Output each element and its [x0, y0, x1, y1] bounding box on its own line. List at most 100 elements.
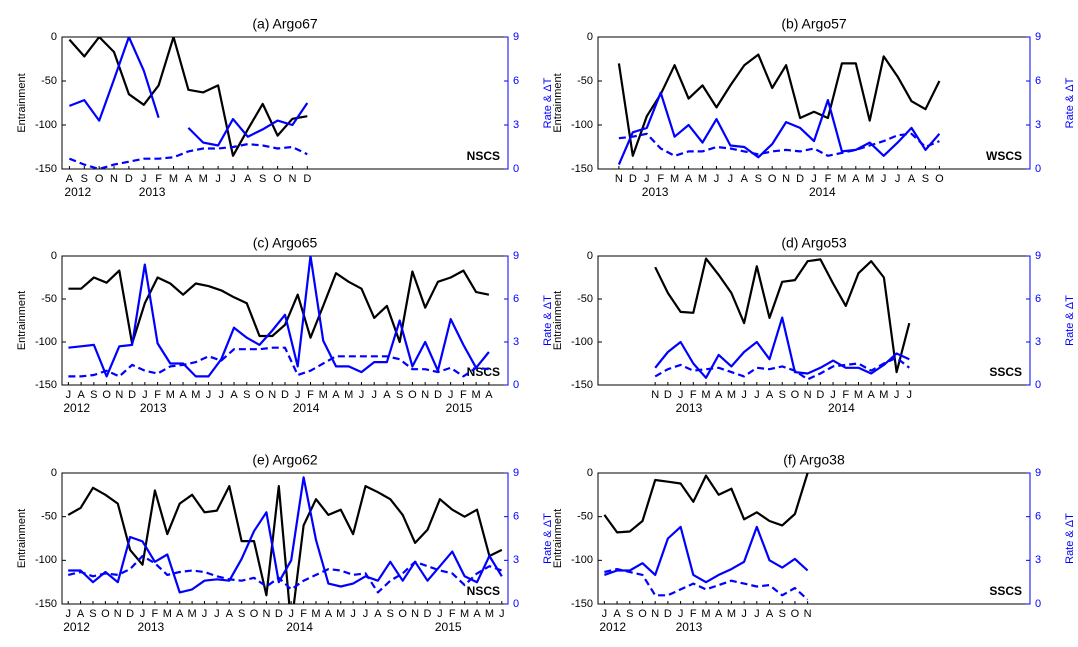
- x-tick-label: A: [176, 608, 184, 620]
- x-tick-label: N: [804, 608, 812, 620]
- region-label: NSCS: [467, 584, 500, 598]
- x-tick-label: D: [128, 389, 136, 401]
- x-tick-label: A: [908, 173, 916, 185]
- x-tick-label: J: [295, 389, 301, 401]
- plot-frame: [597, 472, 1031, 605]
- x-tick-label: S: [626, 608, 633, 620]
- y-axis-label: Entrainment: [16, 509, 28, 568]
- x-tick-label: F: [690, 608, 697, 620]
- year-label: 2014: [293, 401, 320, 415]
- y2-tick-label: 0: [513, 379, 519, 391]
- x-tick-label: J: [202, 608, 208, 620]
- y-axis-label: Entrainment: [16, 73, 28, 132]
- year-label: 2015: [435, 620, 462, 634]
- x-tick-label: N: [651, 389, 659, 401]
- x-tick-label: J: [359, 389, 365, 401]
- x-tick-label: M: [344, 389, 353, 401]
- x-tick-label: D: [629, 173, 637, 185]
- x-tick-label: N: [115, 389, 123, 401]
- x-tick-label: S: [387, 608, 394, 620]
- x-tick-label: O: [102, 389, 111, 401]
- x-tick-label: O: [935, 173, 944, 185]
- region-label: WSCS: [986, 149, 1022, 163]
- y-tick-label: -150: [35, 163, 57, 175]
- y2-tick-label: 9: [513, 31, 519, 43]
- x-tick-label: M: [191, 389, 200, 401]
- x-tick-label: J: [142, 389, 148, 401]
- x-tick-label: M: [311, 608, 320, 620]
- x-tick-label: F: [155, 173, 162, 185]
- plot-frame: [61, 36, 509, 170]
- x-tick-label: J: [907, 389, 913, 401]
- x-tick-label: J: [437, 608, 443, 620]
- x-tick-label: M: [166, 389, 175, 401]
- x-tick-label: D: [126, 608, 134, 620]
- year-label: 2013: [642, 185, 669, 199]
- x-tick-label: S: [238, 608, 245, 620]
- x-tick-label: A: [77, 608, 85, 620]
- x-tick-label: J: [678, 608, 684, 620]
- x-tick-label: A: [66, 173, 74, 185]
- x-tick-label: N: [615, 173, 623, 185]
- x-tick-label: M: [187, 608, 196, 620]
- x-tick-label: N: [421, 389, 429, 401]
- x-tick-label: O: [273, 173, 282, 185]
- x-tick-label: M: [701, 389, 710, 401]
- series-line: [67, 554, 503, 594]
- x-tick-label: S: [89, 608, 96, 620]
- x-tick-label: J: [219, 389, 225, 401]
- y2-tick-label: 0: [513, 163, 519, 175]
- x-tick-label: F: [690, 389, 697, 401]
- region-label: NSCS: [467, 365, 500, 379]
- series-line: [654, 316, 910, 379]
- x-tick-label: A: [741, 173, 749, 185]
- x-tick-label: A: [852, 173, 860, 185]
- y-tick-label: -50: [577, 293, 593, 305]
- x-tick-label: J: [741, 389, 747, 401]
- year-label: 2014: [286, 620, 313, 634]
- x-tick-label: A: [715, 608, 723, 620]
- y-tick-label: -100: [571, 336, 593, 348]
- year-label: 2012: [599, 620, 626, 634]
- year-label: 2013: [138, 620, 165, 634]
- year-label: 2014: [828, 401, 855, 415]
- series-line: [654, 257, 911, 374]
- x-tick-label: J: [741, 608, 747, 620]
- series-line: [604, 568, 809, 601]
- x-tick-label: O: [255, 389, 264, 401]
- y2-tick-label: 9: [1035, 467, 1041, 479]
- x-tick-label: J: [728, 173, 734, 185]
- x-tick-label: N: [411, 608, 419, 620]
- x-tick-label: J: [830, 389, 836, 401]
- y-tick-label: -150: [571, 379, 593, 391]
- y2-tick-label: 3: [1035, 336, 1041, 348]
- y-tick-label: -100: [35, 336, 57, 348]
- y2-tick-label: 9: [513, 467, 519, 479]
- x-tick-label: O: [95, 173, 104, 185]
- x-tick-label: J: [448, 389, 454, 401]
- x-tick-label: S: [243, 389, 250, 401]
- x-tick-label: S: [779, 608, 786, 620]
- series-line: [69, 37, 309, 147]
- x-tick-label: J: [288, 608, 294, 620]
- x-tick-label: D: [125, 173, 133, 185]
- y2-axis-label: Rate & ΔT: [1064, 513, 1076, 564]
- y2-tick-label: 3: [1035, 554, 1041, 566]
- x-tick-label: N: [782, 173, 790, 185]
- x-tick-label: J: [371, 389, 377, 401]
- year-label: 2012: [63, 620, 90, 634]
- series-line: [618, 132, 940, 157]
- series-line: [68, 143, 308, 169]
- x-tick-label: M: [879, 389, 888, 401]
- region-label: SSCS: [989, 365, 1022, 379]
- series-line: [604, 525, 809, 584]
- y-tick-label: -150: [35, 379, 57, 391]
- x-tick-label: S: [90, 389, 97, 401]
- series-line: [68, 269, 490, 345]
- x-tick-label: M: [837, 173, 846, 185]
- x-tick-label: M: [854, 389, 863, 401]
- x-tick-label: J: [881, 173, 887, 185]
- x-tick-label: J: [65, 608, 71, 620]
- x-tick-label: F: [460, 389, 467, 401]
- y-tick-label: 0: [51, 31, 57, 43]
